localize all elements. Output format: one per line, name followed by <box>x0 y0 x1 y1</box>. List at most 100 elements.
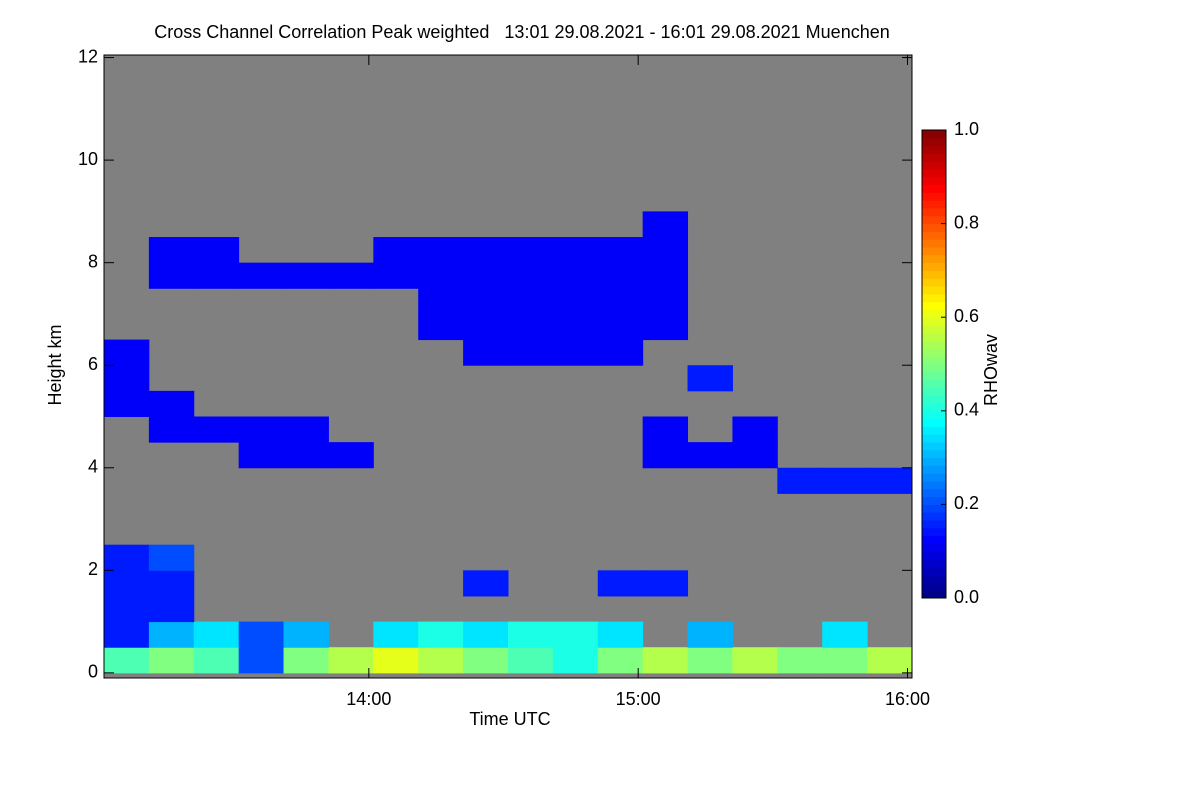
heat-cell <box>148 390 195 417</box>
colorbar-swatch <box>922 465 946 474</box>
heat-cell <box>597 621 644 648</box>
colorbar-swatch <box>922 543 946 552</box>
heat-cell <box>418 647 464 674</box>
heat-cell <box>642 262 689 289</box>
heat-cell <box>642 647 689 674</box>
colorbar-swatch <box>922 325 946 334</box>
heat-cell <box>552 288 599 315</box>
colorbar-tick-label: 0.4 <box>954 400 979 420</box>
colorbar-swatch <box>922 395 946 404</box>
colorbar-swatch <box>922 403 946 412</box>
heat-cell <box>642 211 689 238</box>
heat-cell <box>732 647 778 674</box>
heat-cell <box>373 237 419 264</box>
heat-cell <box>508 339 554 366</box>
y-tick-label: 4 <box>88 457 98 477</box>
colorbar-swatch <box>922 301 946 310</box>
colorbar-swatch <box>922 410 946 420</box>
heat-cell <box>328 442 374 469</box>
colorbar-tick-label: 0.0 <box>954 587 979 607</box>
heat-cell <box>238 262 285 289</box>
heat-cell <box>104 647 150 674</box>
colorbar-swatch <box>922 208 946 217</box>
colorbar-tick-label: 0.8 <box>954 212 979 232</box>
colorbar-swatch <box>922 340 946 349</box>
colorbar-swatch <box>922 145 946 154</box>
heat-cell <box>463 339 509 366</box>
heat-cell <box>597 313 644 341</box>
colorbar-swatch <box>922 223 946 232</box>
heat-cell <box>463 621 509 648</box>
chart-title: Cross Channel Correlation Peak weighted … <box>154 22 890 42</box>
heat-cell <box>373 262 419 289</box>
heat-cell <box>463 288 509 315</box>
heat-cell <box>597 288 644 315</box>
heat-cell <box>463 570 509 597</box>
colorbar-swatch <box>922 161 946 170</box>
heat-cell <box>463 313 509 341</box>
colorbar-swatch <box>922 153 946 162</box>
heat-cell <box>463 262 509 289</box>
y-tick-label: 8 <box>88 251 98 271</box>
colorbar-swatch <box>922 481 946 490</box>
heat-cell <box>552 237 599 264</box>
colorbar-swatch <box>922 169 946 178</box>
heat-cell <box>822 647 868 674</box>
colorbar-swatch <box>922 457 946 466</box>
heat-cell <box>283 262 329 289</box>
heat-cell <box>193 416 240 443</box>
colorbar-swatch <box>922 293 946 303</box>
colorbar-swatch <box>922 559 946 568</box>
colorbar-swatch <box>922 449 946 459</box>
heat-cell <box>328 647 374 674</box>
heat-cell <box>822 467 868 494</box>
y-axis-label: Height km <box>45 324 65 405</box>
colorbar-frame <box>921 129 947 599</box>
heat-cell <box>777 467 823 494</box>
colorbar-swatch <box>922 566 946 576</box>
heat-cell <box>552 313 599 341</box>
colorbar-swatch <box>922 332 946 342</box>
heat-cell <box>418 262 464 289</box>
heat-cell <box>777 647 823 674</box>
heat-cell <box>508 288 554 315</box>
heat-cell <box>418 288 464 315</box>
heat-cell <box>373 621 419 648</box>
colorbar-swatch <box>922 137 946 147</box>
colorbar-swatch <box>922 215 946 225</box>
colorbar-swatch <box>922 442 946 451</box>
heat-cell <box>104 365 150 392</box>
heat-cell <box>148 570 195 597</box>
heat-cell <box>238 442 285 469</box>
heat-cell <box>373 647 419 674</box>
colorbar-swatch <box>922 551 946 560</box>
heat-cell <box>104 390 150 417</box>
colorbar-swatch <box>922 278 946 287</box>
heat-cell <box>642 313 689 341</box>
colorbar-swatch <box>922 176 946 186</box>
colorbar-swatch <box>922 590 946 599</box>
colorbar-swatch <box>922 184 946 193</box>
heat-cell <box>687 442 733 469</box>
colorbar-swatch <box>922 371 946 381</box>
colorbar-swatch <box>922 387 946 396</box>
colorbar-swatch <box>922 356 946 365</box>
heat-cell <box>148 647 195 674</box>
heat-cell <box>238 621 285 648</box>
heat-cell <box>193 237 240 264</box>
colorbar-swatch <box>922 192 946 201</box>
heat-cell <box>418 237 464 264</box>
heat-cell <box>642 416 689 443</box>
colorbar-swatch <box>922 348 946 357</box>
heat-cell <box>463 647 509 674</box>
heat-cell <box>687 365 733 392</box>
colorbar-swatch <box>922 434 946 443</box>
heat-cell <box>597 262 644 289</box>
heat-cell <box>552 262 599 289</box>
heat-cell <box>508 647 554 674</box>
heat-cell <box>867 647 913 674</box>
colorbar-tick-label: 0.2 <box>954 493 979 513</box>
heat-cell <box>283 442 329 469</box>
y-tick-label: 6 <box>88 354 98 374</box>
